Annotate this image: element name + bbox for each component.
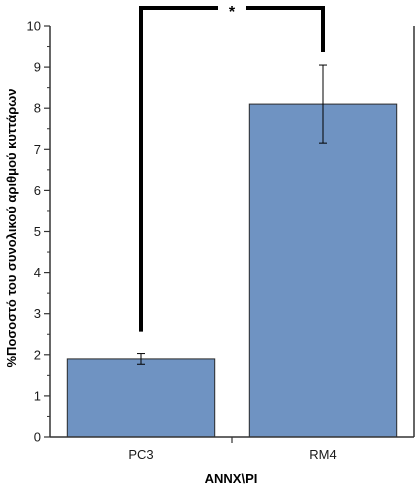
x-tick-label: PC3 bbox=[128, 447, 153, 462]
y-tick-label: 0 bbox=[34, 430, 41, 445]
x-axis-ticks: PC3 RM4 bbox=[128, 437, 337, 462]
y-axis-title: %Ποσοστό του συνολικού αριθμού κυττάρων bbox=[4, 89, 19, 368]
significance-bracket: * bbox=[139, 4, 325, 332]
bars bbox=[66, 103, 398, 438]
y-tick-label: 1 bbox=[34, 388, 41, 403]
y-tick-label: 4 bbox=[34, 265, 41, 280]
x-axis-title: ANNX\PI bbox=[205, 471, 258, 486]
y-tick-label: 7 bbox=[34, 142, 41, 157]
y-axis-ticks: 0 1 2 3 4 5 6 7 8 9 10 bbox=[27, 19, 50, 445]
y-tick-label: 8 bbox=[34, 101, 41, 116]
y-tick-label: 9 bbox=[34, 60, 41, 75]
y-tick-label: 3 bbox=[34, 306, 41, 321]
bar-pc3 bbox=[66, 358, 216, 438]
y-tick-label: 6 bbox=[34, 183, 41, 198]
bracket-left bbox=[139, 6, 218, 332]
x-tick-label: RM4 bbox=[309, 447, 336, 462]
y-tick-label: 10 bbox=[27, 19, 41, 34]
bracket-right bbox=[246, 6, 325, 53]
y-tick-label: 5 bbox=[34, 224, 41, 239]
y-tick-label: 2 bbox=[34, 347, 41, 362]
significance-label: * bbox=[229, 4, 236, 21]
bar-rm4 bbox=[248, 103, 398, 438]
error-bars bbox=[137, 64, 327, 365]
